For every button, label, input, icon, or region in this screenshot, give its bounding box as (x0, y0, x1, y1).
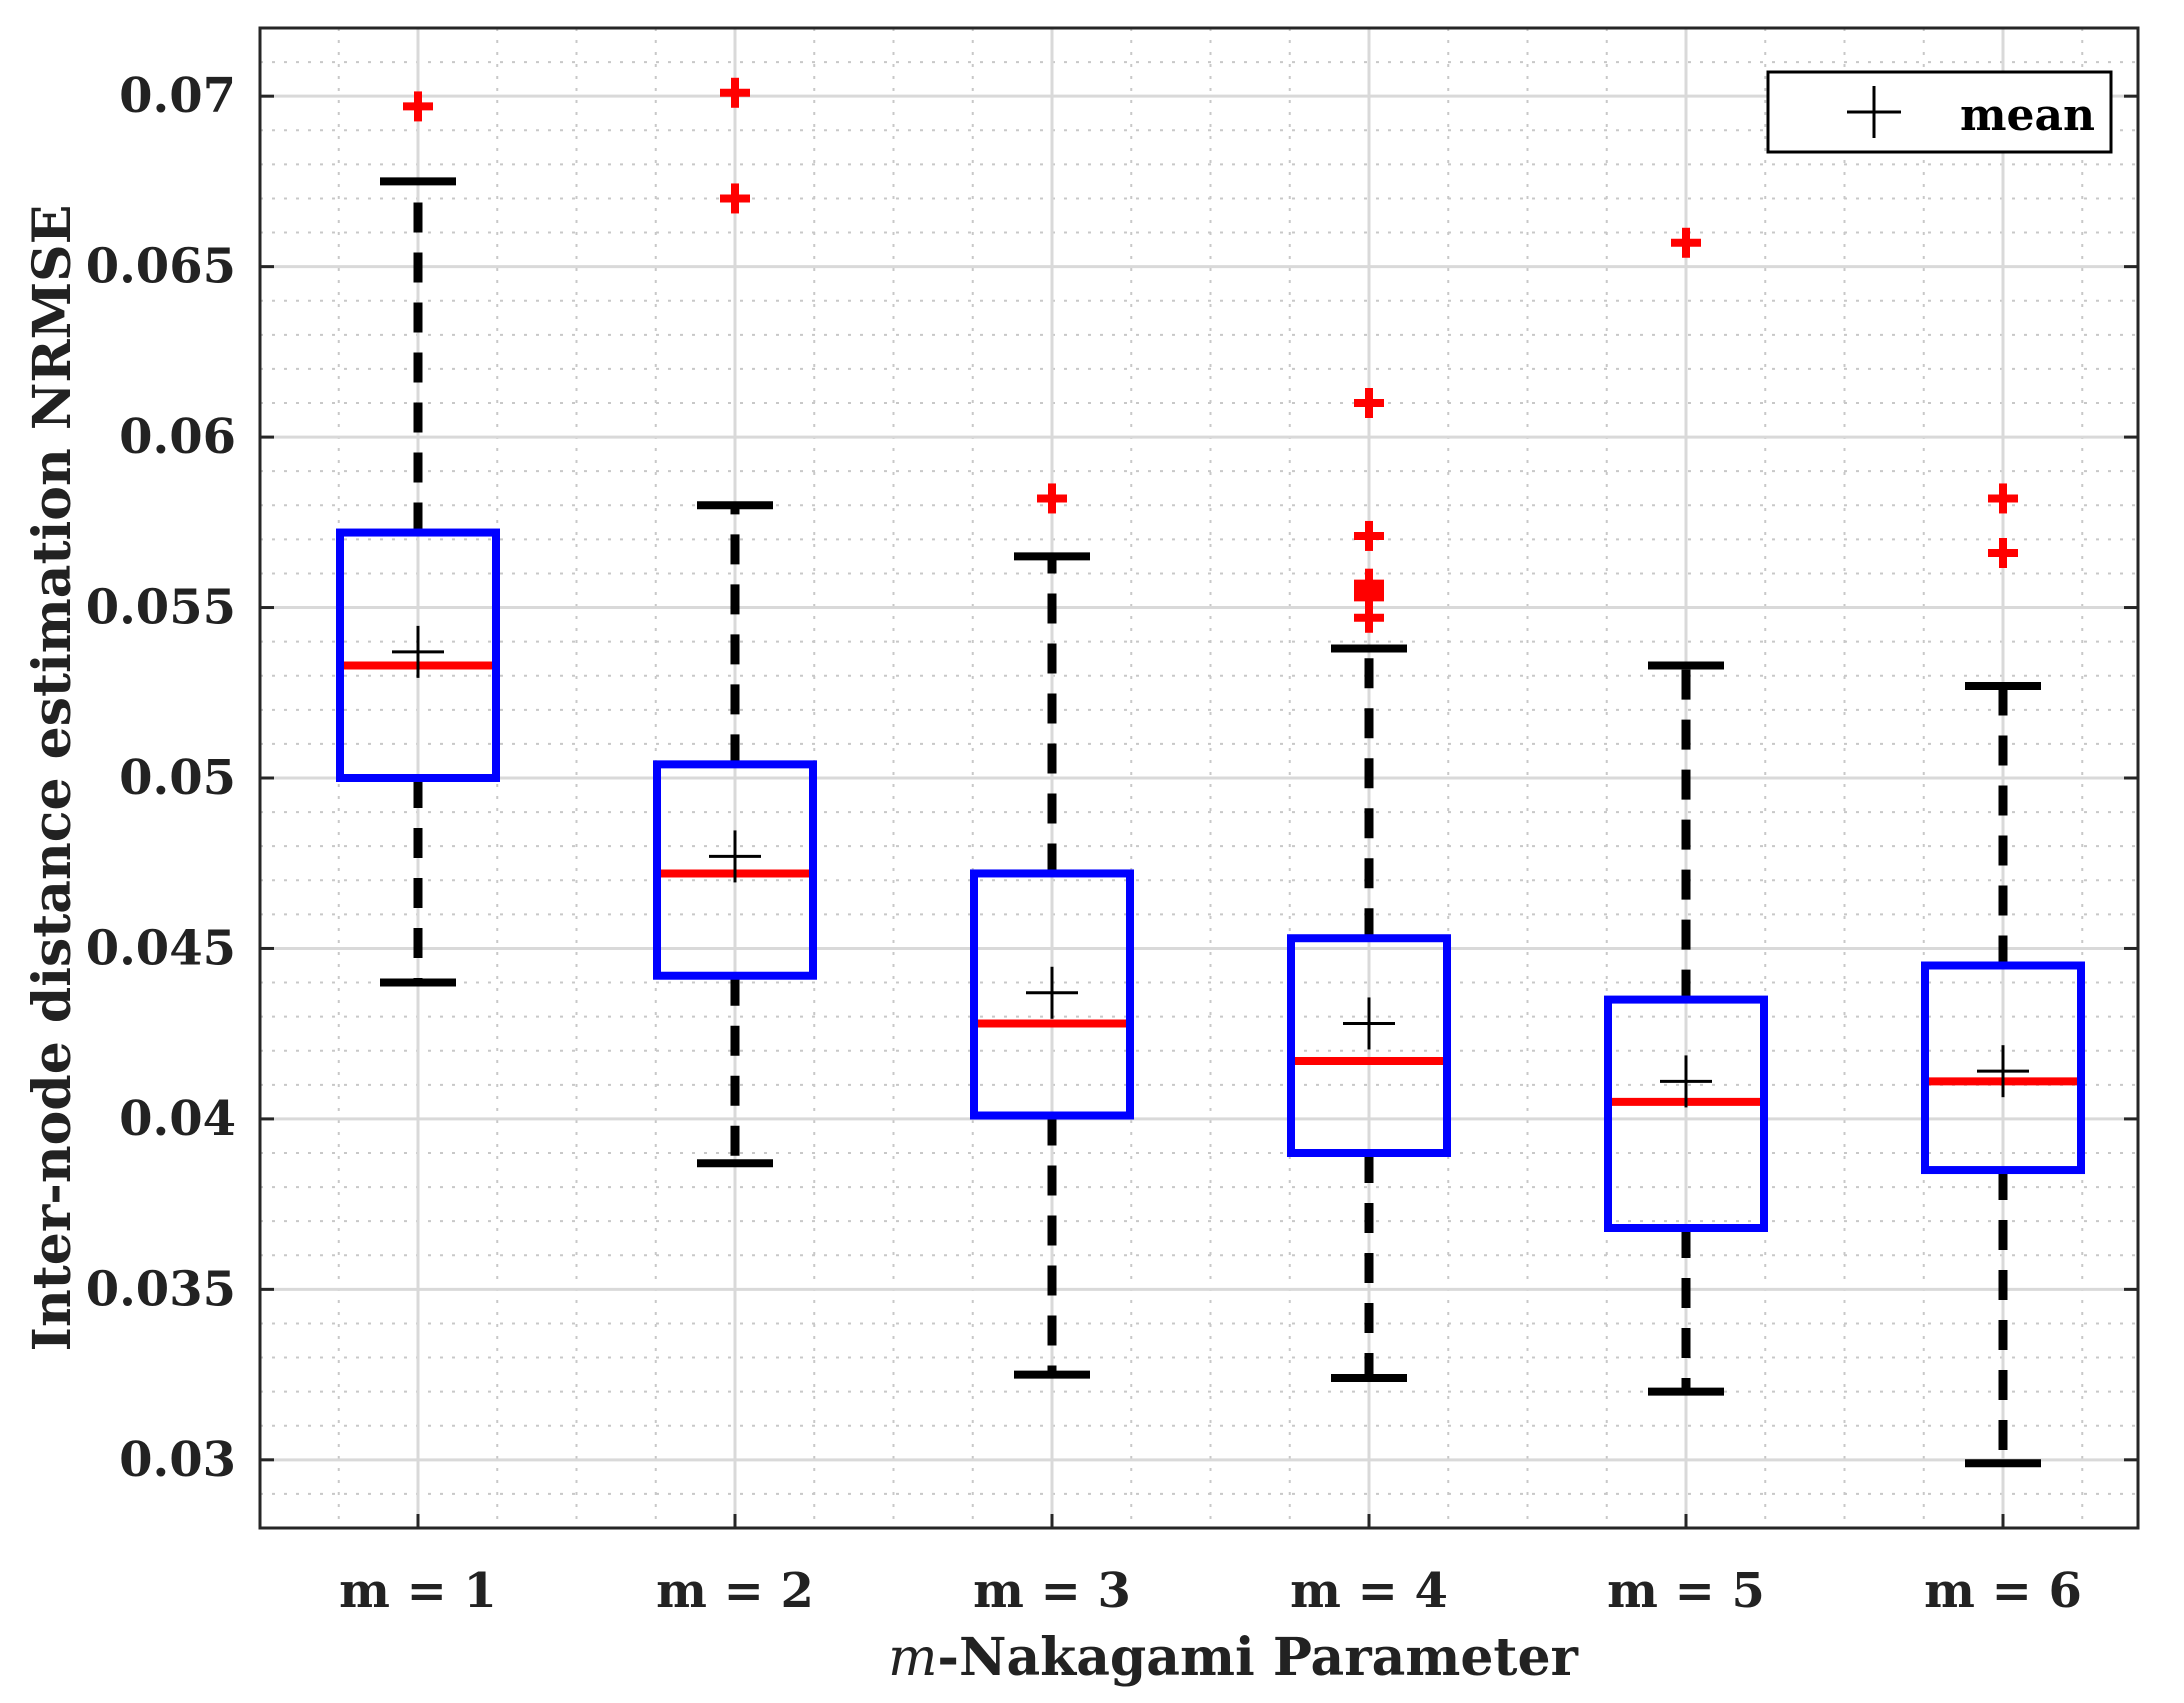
y-axis-ticks: 0.03 0.035 0.04 0.045 0.05 0.055 0.06 0.065 0.07 (86, 68, 2138, 1488)
outlier-marker (1988, 483, 2018, 514)
x-axis-ticks: m = 1 m = 2 m = 3 m = 4 m = 5 m = 6 (339, 1514, 2082, 1619)
legend-label-mean: mean (1960, 90, 2095, 141)
outlier-marker (1988, 538, 2018, 568)
outlier-marker (720, 183, 750, 214)
mean-marker (1977, 1045, 2029, 1098)
box-group (1921, 483, 2085, 1468)
iqr-box (970, 869, 1134, 1120)
outlier-marker (403, 91, 433, 122)
iqr-box (336, 528, 500, 783)
iqr-box (1604, 995, 1768, 1232)
y-tick-label: 0.065 (86, 239, 236, 295)
outlier-marker (1354, 520, 1384, 551)
x-tick-label: m = 5 (1607, 1563, 1765, 1619)
box-series (336, 77, 2085, 1468)
box-group (970, 483, 1134, 1379)
box-group (336, 91, 500, 987)
iqr-box (653, 760, 817, 980)
y-tick-label: 0.06 (119, 409, 236, 465)
legend-box (1766, 70, 2113, 154)
mean-marker (1343, 997, 1395, 1050)
outlier-marker (1354, 568, 1384, 599)
outlier-marker (720, 77, 750, 108)
y-tick-label: 0.035 (86, 1261, 236, 1317)
x-tick-label: m = 2 (656, 1563, 814, 1619)
box-group (653, 77, 817, 1168)
x-tick-label: m = 6 (1924, 1563, 2082, 1619)
x-tick-label: m = 1 (339, 1563, 497, 1619)
outlier-marker (1037, 483, 1067, 514)
x-tick-label: m = 3 (973, 1563, 1131, 1619)
legend: mean (1766, 70, 2113, 154)
iqr-box (1287, 934, 1451, 1158)
x-tick-label: m = 4 (1290, 1563, 1448, 1619)
mean-marker (1660, 1055, 1712, 1108)
y-tick-label: 0.055 (86, 580, 236, 636)
y-tick-label: 0.04 (119, 1091, 236, 1147)
outlier-marker (1671, 227, 1701, 258)
x-axis-label-symbol: m (888, 1628, 937, 1688)
box-group (1287, 388, 1451, 1382)
outlier-marker (1354, 388, 1384, 418)
box-group (1604, 227, 1768, 1396)
iqr-box (1921, 961, 2085, 1175)
y-tick-label: 0.03 (119, 1432, 236, 1488)
y-tick-label: 0.045 (86, 920, 236, 976)
x-axis-label-text: -Nakagami Parameter (937, 1627, 1578, 1688)
mean-marker (1026, 966, 1078, 1019)
y-tick-label: 0.05 (119, 750, 236, 806)
y-axis-label: Inter-node distance estimation NRMSE (22, 205, 83, 1352)
mean-marker (392, 625, 444, 678)
y-tick-label: 0.07 (119, 68, 236, 124)
x-axis-label: m-Nakagami Parameter (888, 1627, 1578, 1688)
legend-mean-marker-icon (1847, 86, 1901, 138)
mean-marker (709, 830, 761, 883)
